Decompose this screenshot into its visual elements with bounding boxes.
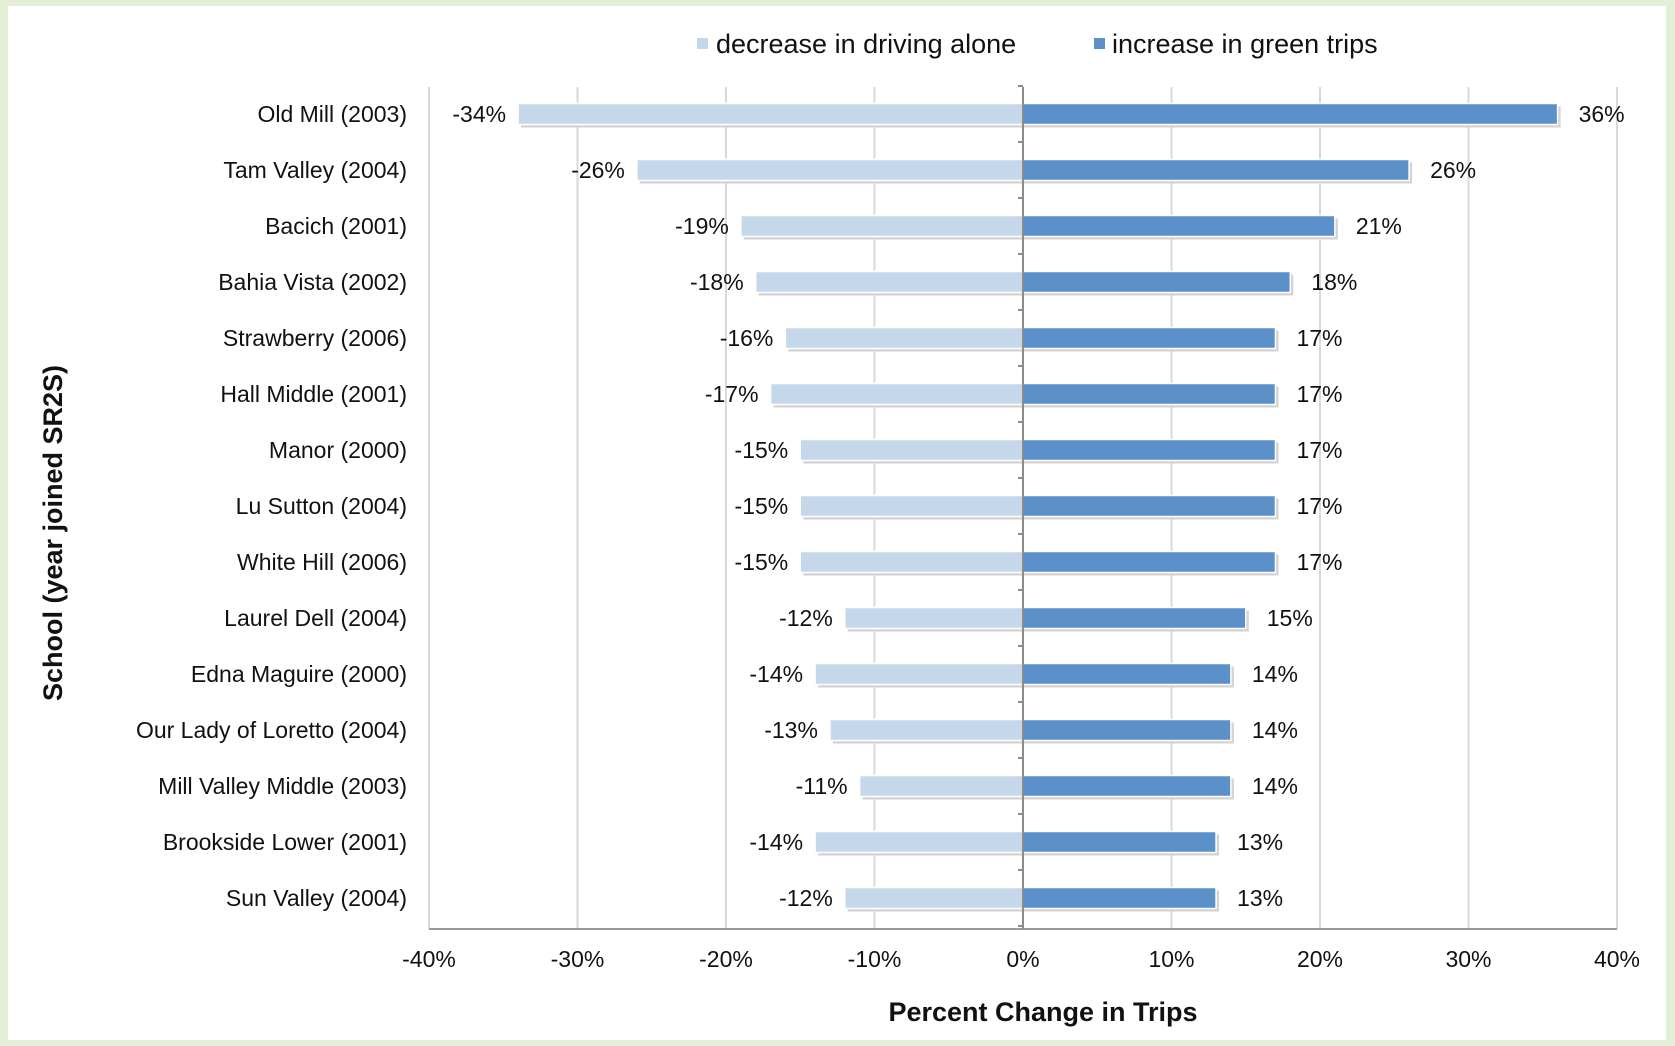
x-tick-label: 0% bbox=[1006, 946, 1039, 972]
category-label: Edna Maguire (2000) bbox=[191, 661, 407, 687]
x-tick-label: -30% bbox=[551, 946, 605, 972]
category-label: Bahia Vista (2002) bbox=[218, 269, 407, 295]
data-label-decrease: -13% bbox=[764, 717, 818, 743]
bar-increase bbox=[1022, 382, 1277, 406]
data-label-decrease: -19% bbox=[675, 213, 729, 239]
bar-decrease bbox=[754, 270, 1024, 294]
category-label: Manor (2000) bbox=[269, 437, 407, 463]
data-label-decrease: -34% bbox=[452, 101, 506, 127]
data-label-decrease: -26% bbox=[571, 157, 625, 183]
bar-decrease bbox=[814, 830, 1024, 854]
data-label-decrease: -15% bbox=[735, 549, 789, 575]
chart-container: Old Mill (2003) -34% 36% Tam Valley (2004) -… bbox=[8, 6, 1666, 1040]
data-label-decrease: -14% bbox=[749, 661, 803, 687]
category-label: Laurel Dell (2004) bbox=[224, 605, 407, 631]
data-label-decrease: -16% bbox=[720, 325, 774, 351]
legend-swatch-decrease bbox=[697, 38, 708, 49]
x-tick-label: -40% bbox=[402, 946, 456, 972]
data-label-increase: 26% bbox=[1430, 157, 1476, 183]
category-label: Strawberry (2006) bbox=[223, 325, 407, 351]
bar-decrease bbox=[769, 382, 1024, 406]
data-label-decrease: -14% bbox=[749, 829, 803, 855]
category-label: Mill Valley Middle (2003) bbox=[158, 773, 407, 799]
legend-label-decrease: decrease in driving alone bbox=[716, 29, 1016, 59]
bar-increase bbox=[1022, 214, 1336, 238]
category-label: Brookside Lower (2001) bbox=[163, 829, 407, 855]
bar-increase bbox=[1022, 438, 1277, 462]
category-label: Old Mill (2003) bbox=[257, 101, 407, 127]
bar-increase bbox=[1022, 158, 1410, 182]
bar-decrease bbox=[799, 438, 1024, 462]
data-label-increase: 13% bbox=[1237, 885, 1283, 911]
data-label-increase: 15% bbox=[1267, 605, 1313, 631]
data-label-increase: 17% bbox=[1296, 493, 1342, 519]
data-label-decrease: -17% bbox=[705, 381, 759, 407]
data-label-increase: 14% bbox=[1252, 773, 1298, 799]
bar-decrease bbox=[844, 606, 1024, 630]
bar-decrease bbox=[814, 662, 1024, 686]
data-label-decrease: -12% bbox=[779, 885, 833, 911]
bar-decrease bbox=[799, 494, 1024, 518]
data-label-increase: 17% bbox=[1296, 381, 1342, 407]
data-label-increase: 14% bbox=[1252, 661, 1298, 687]
bar-decrease bbox=[858, 774, 1024, 798]
bar-decrease bbox=[829, 718, 1024, 742]
y-axis-title: School (year joined SR2S) bbox=[38, 365, 68, 701]
bar-increase bbox=[1022, 774, 1232, 798]
data-label-increase: 17% bbox=[1296, 437, 1342, 463]
data-label-decrease: -15% bbox=[735, 493, 789, 519]
legend-swatch-increase bbox=[1094, 38, 1105, 49]
bar-increase bbox=[1022, 830, 1217, 854]
bar-decrease bbox=[517, 102, 1024, 126]
data-label-increase: 17% bbox=[1296, 549, 1342, 575]
category-label: Bacich (2001) bbox=[265, 213, 407, 239]
bar-increase bbox=[1022, 494, 1277, 518]
bar-increase bbox=[1022, 326, 1277, 350]
data-label-decrease: -11% bbox=[796, 773, 848, 799]
bar-chart: Old Mill (2003) -34% 36% Tam Valley (2004) -… bbox=[38, 29, 1640, 1027]
x-tick-label: -20% bbox=[699, 946, 753, 972]
category-label: White Hill (2006) bbox=[237, 549, 407, 575]
data-label-decrease: -18% bbox=[690, 269, 744, 295]
bar-increase bbox=[1022, 886, 1217, 910]
data-label-increase: 17% bbox=[1296, 325, 1342, 351]
legend-label-increase: increase in green trips bbox=[1112, 29, 1378, 59]
x-axis-title: Percent Change in Trips bbox=[888, 997, 1197, 1027]
bar-decrease bbox=[844, 886, 1024, 910]
bar-decrease bbox=[784, 326, 1024, 350]
x-tick-label: 20% bbox=[1297, 946, 1343, 972]
bar-increase bbox=[1022, 606, 1247, 630]
bar-increase bbox=[1022, 102, 1559, 126]
x-tick-label: 40% bbox=[1594, 946, 1640, 972]
data-label-decrease: -15% bbox=[735, 437, 789, 463]
data-label-increase: 18% bbox=[1311, 269, 1357, 295]
data-label-decrease: -12% bbox=[779, 605, 833, 631]
bar-decrease bbox=[740, 214, 1024, 238]
bar-increase bbox=[1022, 270, 1292, 294]
bar-increase bbox=[1022, 718, 1232, 742]
category-label: Tam Valley (2004) bbox=[223, 157, 407, 183]
category-label: Sun Valley (2004) bbox=[226, 885, 407, 911]
data-label-increase: 21% bbox=[1356, 213, 1402, 239]
bar-increase bbox=[1022, 662, 1232, 686]
bar-increase bbox=[1022, 550, 1277, 574]
category-label: Lu Sutton (2004) bbox=[236, 493, 407, 519]
data-label-increase: 14% bbox=[1252, 717, 1298, 743]
data-label-increase: 36% bbox=[1579, 101, 1625, 127]
bar-decrease bbox=[636, 158, 1024, 182]
bar-decrease bbox=[799, 550, 1024, 574]
category-label: Hall Middle (2001) bbox=[220, 381, 407, 407]
x-tick-label: 30% bbox=[1445, 946, 1491, 972]
category-label: Our Lady of Loretto (2004) bbox=[136, 717, 407, 743]
x-tick-label: -10% bbox=[848, 946, 902, 972]
x-tick-label: 10% bbox=[1148, 946, 1194, 972]
data-label-increase: 13% bbox=[1237, 829, 1283, 855]
